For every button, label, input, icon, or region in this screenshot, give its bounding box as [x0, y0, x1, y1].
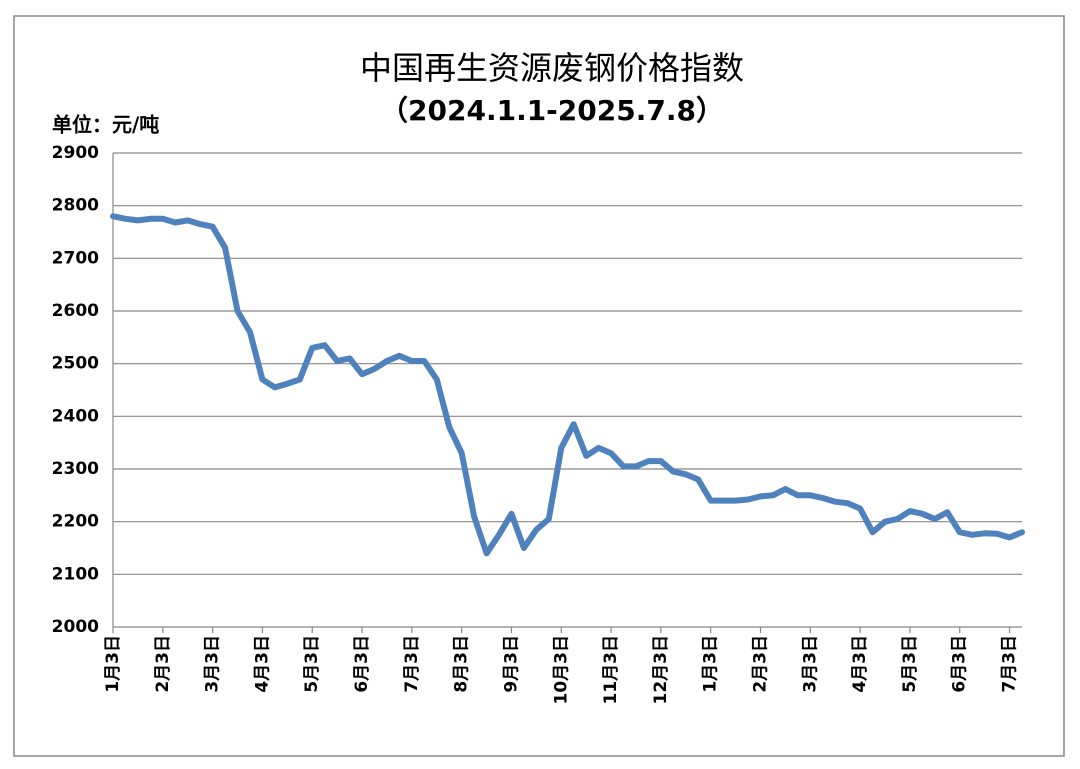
x-tick-label: 12月3日: [651, 635, 671, 705]
x-tick-label: 1月3日: [701, 635, 721, 693]
x-tick-label: 9月3日: [501, 635, 521, 693]
x-tick-label: 6月3日: [950, 635, 970, 693]
data-line: [110, 213, 1025, 557]
chart-subtitle: （2024.1.1-2025.7.8）: [380, 94, 724, 127]
y-tick-label: 2700: [52, 248, 99, 268]
y-tick-label: 2600: [52, 301, 99, 321]
y-axis-label: 单位：元/吨: [52, 113, 159, 137]
x-tick-label: 5月3日: [900, 635, 920, 693]
y-tick-label: 2900: [52, 143, 99, 163]
y-tick-label: 2500: [52, 354, 99, 374]
x-tick-label: 4月3日: [252, 635, 272, 693]
x-tick-label: 5月3日: [302, 635, 322, 693]
x-tick-label: 8月3日: [452, 635, 472, 693]
y-tick-label: 2200: [52, 512, 99, 532]
y-tick-label: 2400: [52, 406, 99, 426]
y-tick-label: 2800: [52, 196, 99, 216]
x-tick-label: 7月3日: [402, 635, 422, 693]
chart-title: 中国再生资源废钢价格指数: [360, 49, 744, 87]
x-tick-label: 1月3日: [103, 635, 123, 693]
x-tick-label: 2月3日: [751, 635, 771, 693]
y-tick-label: 2000: [52, 617, 99, 637]
x-tick-label: 3月3日: [800, 635, 820, 693]
x-tick-label: 4月3日: [850, 635, 870, 693]
x-tick-label: 10月3日: [551, 635, 571, 705]
x-tick-label: 2月3日: [153, 635, 173, 693]
frame: [13, 15, 1065, 757]
x-tick-label: 6月3日: [352, 635, 372, 693]
x-tick-label: 11月3日: [601, 635, 621, 705]
x-tick-label: 7月3日: [1000, 635, 1020, 693]
x-tick-label: 3月3日: [203, 635, 223, 693]
y-tick-label: 2100: [52, 564, 99, 584]
y-tick-label: 2300: [52, 459, 99, 479]
